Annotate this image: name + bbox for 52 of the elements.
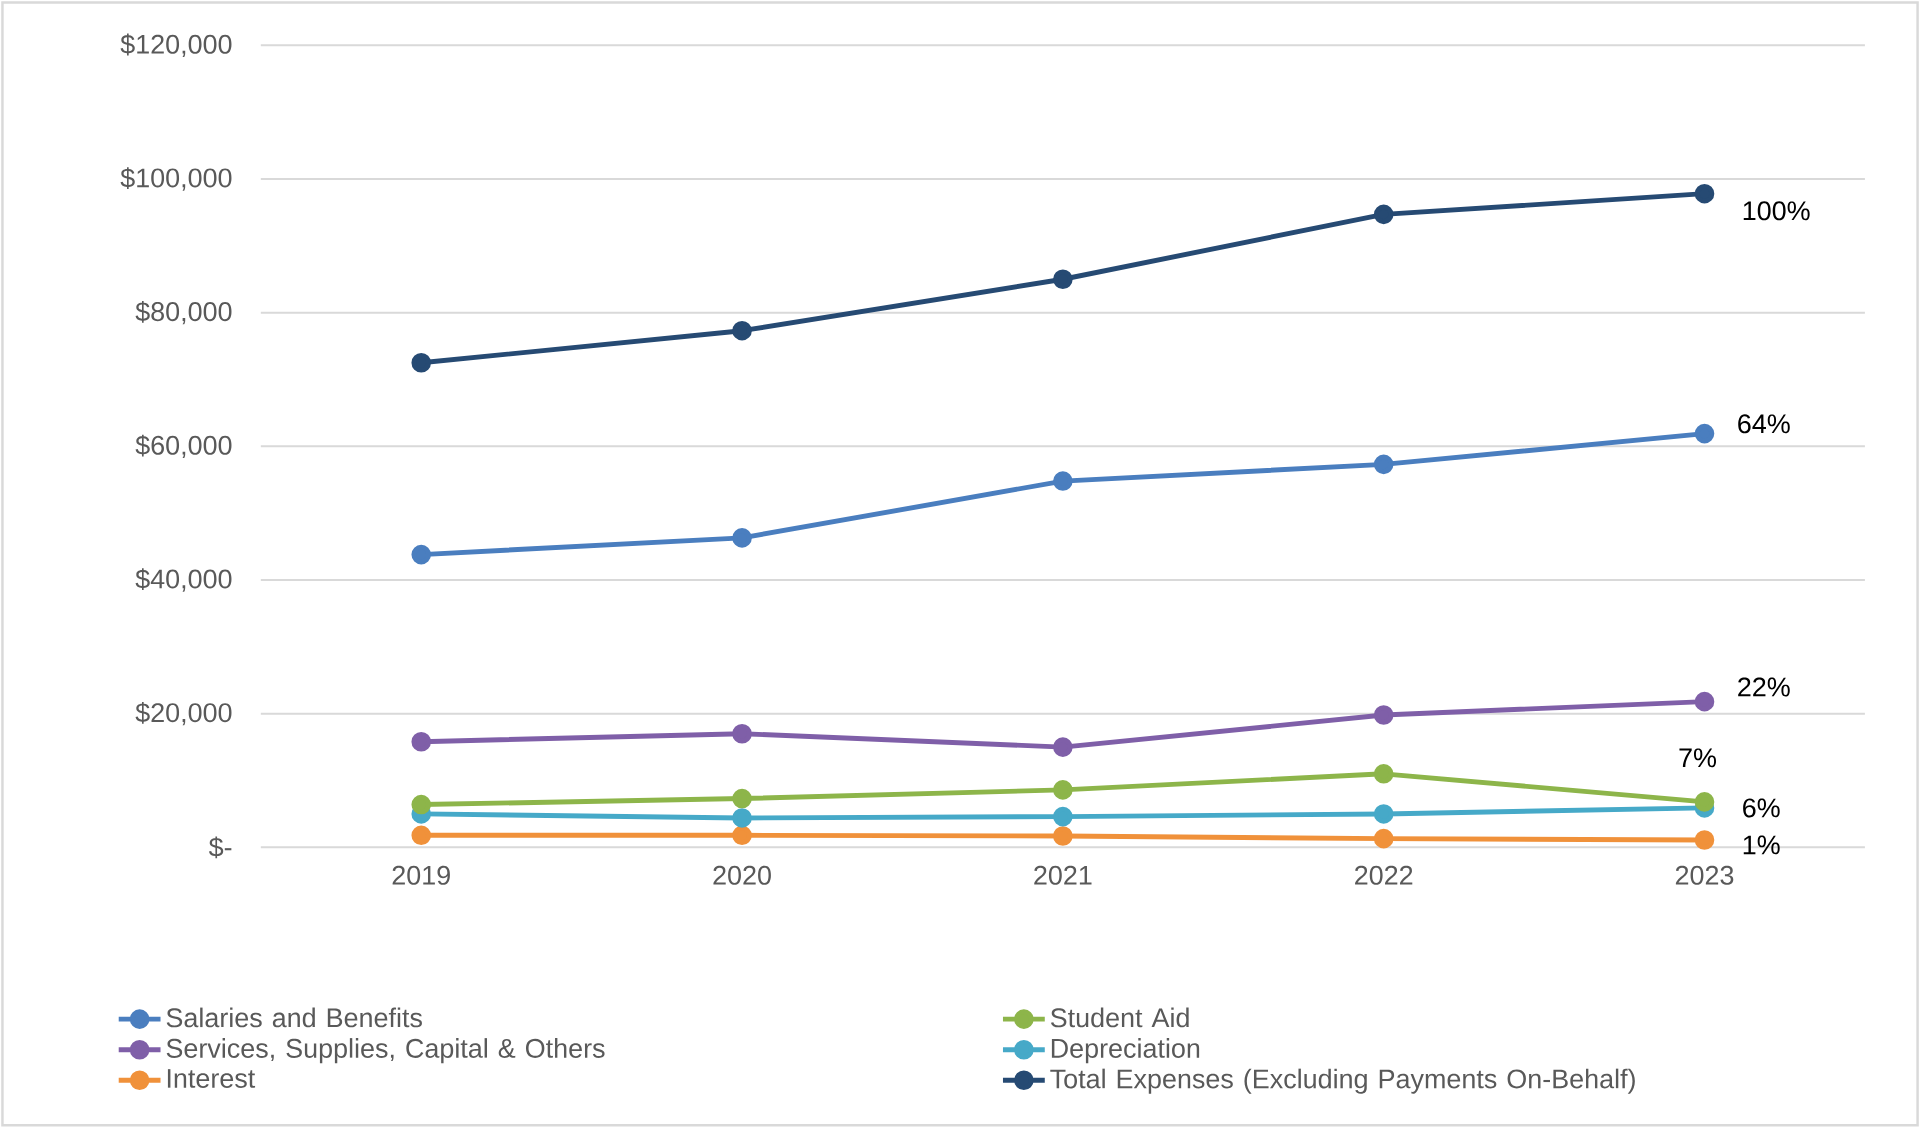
point bbox=[1373, 804, 1394, 824]
y-tick-label: $40,000 bbox=[135, 568, 232, 592]
point bbox=[732, 825, 752, 846]
annotation: 22% bbox=[1738, 677, 1790, 697]
point bbox=[1694, 184, 1715, 204]
x-tick-label: 2023 bbox=[1675, 865, 1734, 885]
point bbox=[411, 732, 432, 752]
point bbox=[1053, 471, 1073, 491]
annotation: 7% bbox=[1679, 748, 1716, 768]
point bbox=[732, 724, 752, 744]
annotation: 100% bbox=[1743, 201, 1810, 221]
annotation: 64% bbox=[1738, 414, 1790, 434]
point bbox=[1373, 705, 1394, 725]
legend-label: Interest bbox=[167, 1069, 256, 1089]
annotation: 6% bbox=[1743, 798, 1780, 818]
point bbox=[411, 353, 432, 373]
point bbox=[1694, 691, 1715, 712]
point bbox=[411, 794, 432, 815]
point bbox=[411, 825, 432, 846]
annotation: 1% bbox=[1743, 835, 1780, 855]
legend-label: Services, Supplies, Capital & Others bbox=[166, 1038, 605, 1064]
y-tick-label: $100,000 bbox=[120, 167, 232, 191]
point bbox=[1053, 780, 1073, 800]
legend-label: Salaries and Benefits bbox=[166, 1007, 422, 1028]
point bbox=[1694, 830, 1715, 850]
point bbox=[1373, 204, 1394, 225]
y-tick-label: $20,000 bbox=[135, 702, 232, 726]
x-tick-label: 2020 bbox=[713, 865, 771, 885]
point bbox=[1373, 764, 1394, 784]
point bbox=[1053, 737, 1073, 758]
point bbox=[732, 808, 752, 828]
point bbox=[1694, 792, 1715, 812]
point bbox=[732, 788, 752, 809]
legend-label: Total Expenses (Excluding Payments On-Behalf) bbox=[1050, 1068, 1635, 1094]
point bbox=[1053, 269, 1073, 290]
y-tick-label: $120,000 bbox=[120, 33, 232, 58]
x-tick-label: 2022 bbox=[1355, 865, 1413, 885]
x-tick-label: 2021 bbox=[1034, 865, 1092, 885]
point bbox=[1053, 806, 1073, 827]
point bbox=[1373, 828, 1394, 849]
point bbox=[732, 321, 752, 341]
x-tick-label: 2019 bbox=[392, 865, 450, 885]
point bbox=[1053, 826, 1073, 846]
y-tick-label: $- bbox=[208, 836, 232, 859]
point bbox=[1694, 423, 1715, 444]
point bbox=[1373, 454, 1394, 475]
y-tick-label: $80,000 bbox=[135, 301, 232, 325]
y-tick-label: $60,000 bbox=[135, 434, 232, 459]
point bbox=[411, 544, 432, 565]
legend-label: Depreciation bbox=[1051, 1038, 1200, 1064]
legend-label: Student Aid bbox=[1050, 1007, 1189, 1028]
point bbox=[732, 528, 752, 548]
